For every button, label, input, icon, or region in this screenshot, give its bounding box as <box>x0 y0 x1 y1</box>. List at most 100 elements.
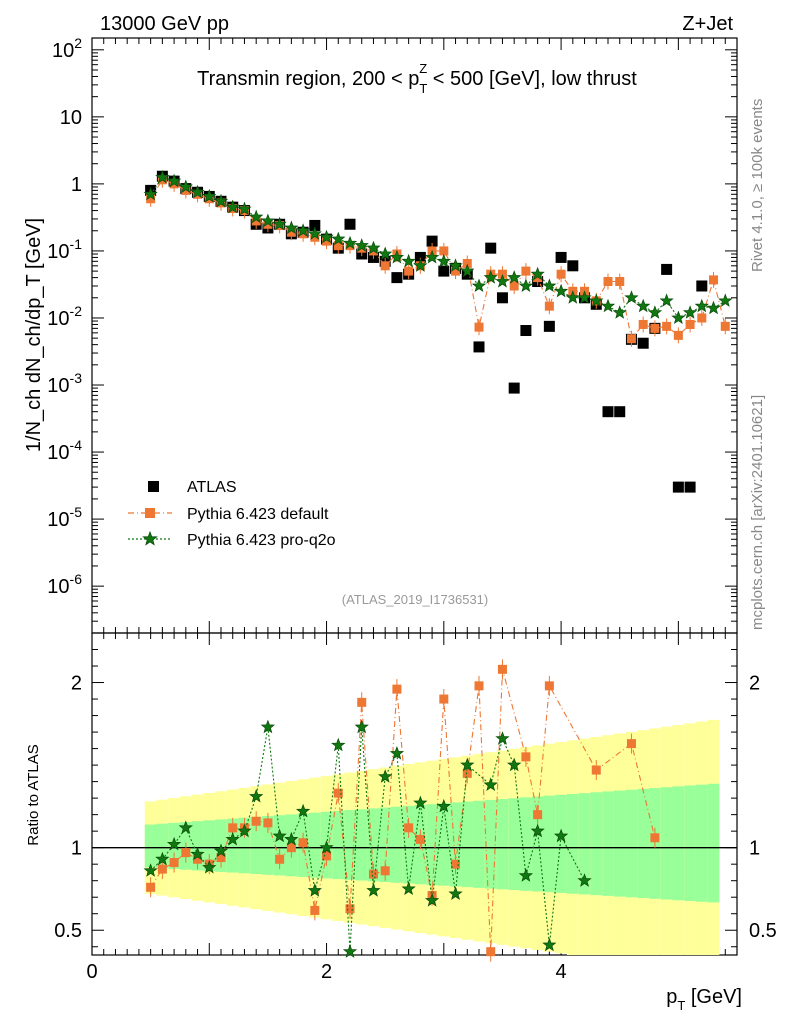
proq2o-point <box>284 220 299 235</box>
axes: 0 2 4 10-6 10-5 10-4 10-3 10-2 10-1 1 10 102 0.5 0.5 1… <box>47 35 777 983</box>
proq2o-point <box>249 209 264 224</box>
xlabel-unit: [GeV] <box>685 986 742 1008</box>
ratio-band-stat <box>144 824 157 868</box>
ratio-band-stat <box>238 817 251 874</box>
ratio-band-stat <box>461 801 474 888</box>
ratio-proq2o-point <box>495 731 510 745</box>
analysis-id: (ATLAS_2019_I1736531) <box>342 592 488 607</box>
proq2o-point <box>331 231 346 246</box>
ratio-proq2o-point <box>542 937 557 952</box>
ratio-proq2o-point <box>577 873 592 887</box>
ratio-proq2o-point <box>190 846 205 861</box>
x-tick-label: 0 <box>86 961 97 983</box>
ratio-default-point <box>626 739 636 749</box>
atlas-point <box>602 406 614 418</box>
proq2o-point <box>319 229 334 244</box>
ratio-default-point <box>368 869 378 879</box>
default-point <box>286 227 296 237</box>
y-tick-label: 10-5 <box>47 504 82 531</box>
proq2o-point <box>448 258 463 272</box>
proq2o-point <box>354 238 369 252</box>
ratio-band-stat <box>508 798 521 891</box>
proq2o-point <box>518 278 534 293</box>
proq2o-point <box>647 305 663 319</box>
atlas-point <box>426 235 438 247</box>
ratio-band-stat <box>203 820 216 872</box>
ratio-proq2o-point <box>518 868 534 882</box>
proq2o-point <box>612 305 627 319</box>
ratio-band-stat <box>226 818 239 873</box>
ratio-proq2o-point <box>331 737 346 752</box>
atlas-point <box>543 320 555 332</box>
default-point <box>685 319 695 329</box>
ratio-band-stat <box>449 802 462 887</box>
proq2o-point <box>436 253 451 268</box>
default-point <box>380 261 390 271</box>
default-point <box>263 219 273 229</box>
ratio-band-stat <box>613 790 626 897</box>
ratio-proq2o-point <box>225 831 240 846</box>
ratio-proq2o-point <box>460 757 475 772</box>
proq2o-point <box>178 179 193 194</box>
y-tick-label: 102 <box>52 35 82 62</box>
proq2o-point <box>671 310 686 325</box>
ratio-default-point <box>392 684 402 694</box>
atlas-point <box>485 242 497 254</box>
proq2o-point <box>636 298 651 313</box>
mcplots-label: mcplots.cern.ch [arXiv:2401.10621] <box>749 395 766 630</box>
plot-title: Transmin region, 200 < pTZ < 500 [GeV], … <box>197 61 637 96</box>
ratio-bands <box>92 719 737 955</box>
atlas-point <box>496 292 508 304</box>
ratio-default-point <box>474 681 484 691</box>
atlas-point <box>567 260 579 272</box>
atlas-point <box>684 481 696 493</box>
proq2o-point <box>166 173 182 188</box>
rivet-label: Rivet 4.1.0, ≥ 100k events <box>749 99 766 272</box>
ratio-proq2o-point <box>307 883 322 897</box>
atlas-point <box>391 272 403 284</box>
title-sub: T <box>419 81 427 96</box>
default-point <box>509 281 519 291</box>
default-point <box>544 301 554 311</box>
ratio-default-point <box>263 818 273 828</box>
ratio-tick-label: 2 <box>71 673 82 695</box>
default-point <box>662 321 672 331</box>
ratio-band-stat <box>555 794 567 893</box>
y-tick-label: 10-4 <box>47 437 82 464</box>
series-line-2 <box>150 176 726 319</box>
proq2o-point <box>565 290 580 304</box>
legend-proq2o-label: Pythia 6.423 pro-q2o <box>187 532 336 549</box>
legend-default-label: Pythia 6.423 default <box>187 506 329 523</box>
y-tick-label: 10-6 <box>47 571 82 598</box>
ratio-tick-label: 1 <box>71 838 82 860</box>
default-point <box>181 185 191 195</box>
atlas-point <box>344 218 356 230</box>
ratio-proq2o-point <box>202 859 217 874</box>
proq2o-point <box>413 258 428 272</box>
proq2o-point <box>260 213 276 228</box>
ratio-default-point <box>486 947 496 957</box>
title-pre: Transmin region, 200 < p <box>197 68 419 90</box>
ratio-frame <box>91 632 738 956</box>
ratio-band-stat <box>367 808 380 882</box>
proq2o-point <box>424 249 440 264</box>
ratio-default-point <box>310 905 320 915</box>
proq2o-point <box>272 216 287 231</box>
title-sup: Z <box>419 61 427 76</box>
ratio-default-point <box>298 838 308 848</box>
default-point <box>626 334 636 344</box>
series <box>143 169 733 493</box>
default-point <box>439 246 449 256</box>
default-point <box>533 273 543 283</box>
ratio-default-point <box>322 851 332 861</box>
atlas-point <box>438 265 450 277</box>
ratio-default-point <box>404 823 414 833</box>
y-tick-label: 10-2 <box>47 303 82 330</box>
ratio-default-point <box>497 664 507 674</box>
y-tick-label: 10-3 <box>47 370 82 397</box>
ratio-band-stat <box>672 786 685 901</box>
proq2o-point <box>600 298 616 313</box>
ratio-band-stat <box>262 816 274 875</box>
proq2o-point <box>295 223 311 237</box>
ratio-proq2o-point <box>295 803 311 818</box>
